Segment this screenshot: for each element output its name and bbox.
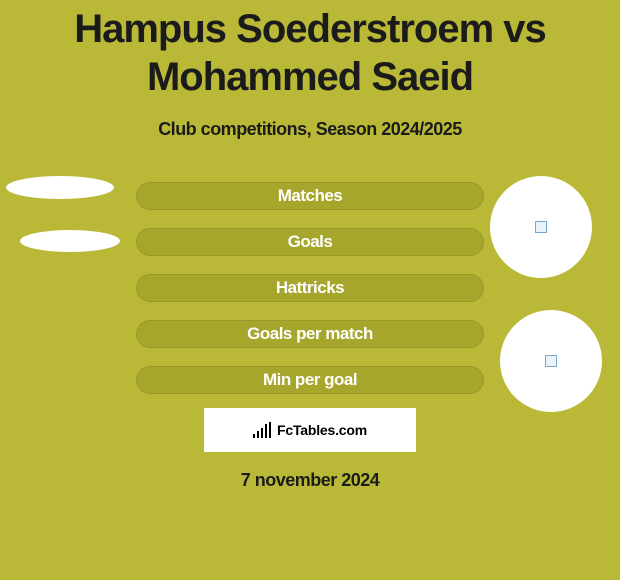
bar-chart-icon bbox=[253, 422, 271, 438]
comparison-infographic: Hampus Soederstroem vs Mohammed Saeid Cl… bbox=[0, 0, 620, 580]
missing-image-icon bbox=[545, 355, 557, 367]
bar-label: Min per goal bbox=[263, 370, 357, 390]
logo-bold: Tables bbox=[293, 422, 335, 438]
stat-bar-min-per-goal: Min per goal bbox=[136, 366, 484, 394]
stat-bar-matches: Matches bbox=[136, 182, 484, 210]
logo-prefix: Fc bbox=[277, 422, 293, 438]
stat-bar-goals-per-match: Goals per match bbox=[136, 320, 484, 348]
page-title: Hampus Soederstroem vs Mohammed Saeid bbox=[0, 0, 620, 101]
date-text: 7 november 2024 bbox=[0, 470, 620, 491]
fctables-logo: FcTables.com bbox=[204, 408, 416, 452]
right-circle-2 bbox=[500, 310, 602, 412]
right-circle-1 bbox=[490, 176, 592, 278]
logo-text: FcTables.com bbox=[277, 422, 367, 438]
subtitle: Club competitions, Season 2024/2025 bbox=[0, 119, 620, 140]
left-ellipse-1 bbox=[6, 176, 114, 199]
bar-label: Matches bbox=[278, 186, 343, 206]
bar-label: Goals bbox=[288, 232, 333, 252]
bar-row: Hattricks bbox=[0, 274, 620, 302]
left-ellipse-2 bbox=[20, 230, 120, 252]
bar-label: Hattricks bbox=[276, 278, 344, 298]
logo-suffix: .com bbox=[335, 422, 367, 438]
stat-bar-hattricks: Hattricks bbox=[136, 274, 484, 302]
missing-image-icon bbox=[535, 221, 547, 233]
stat-bar-goals: Goals bbox=[136, 228, 484, 256]
bar-label: Goals per match bbox=[247, 324, 373, 344]
